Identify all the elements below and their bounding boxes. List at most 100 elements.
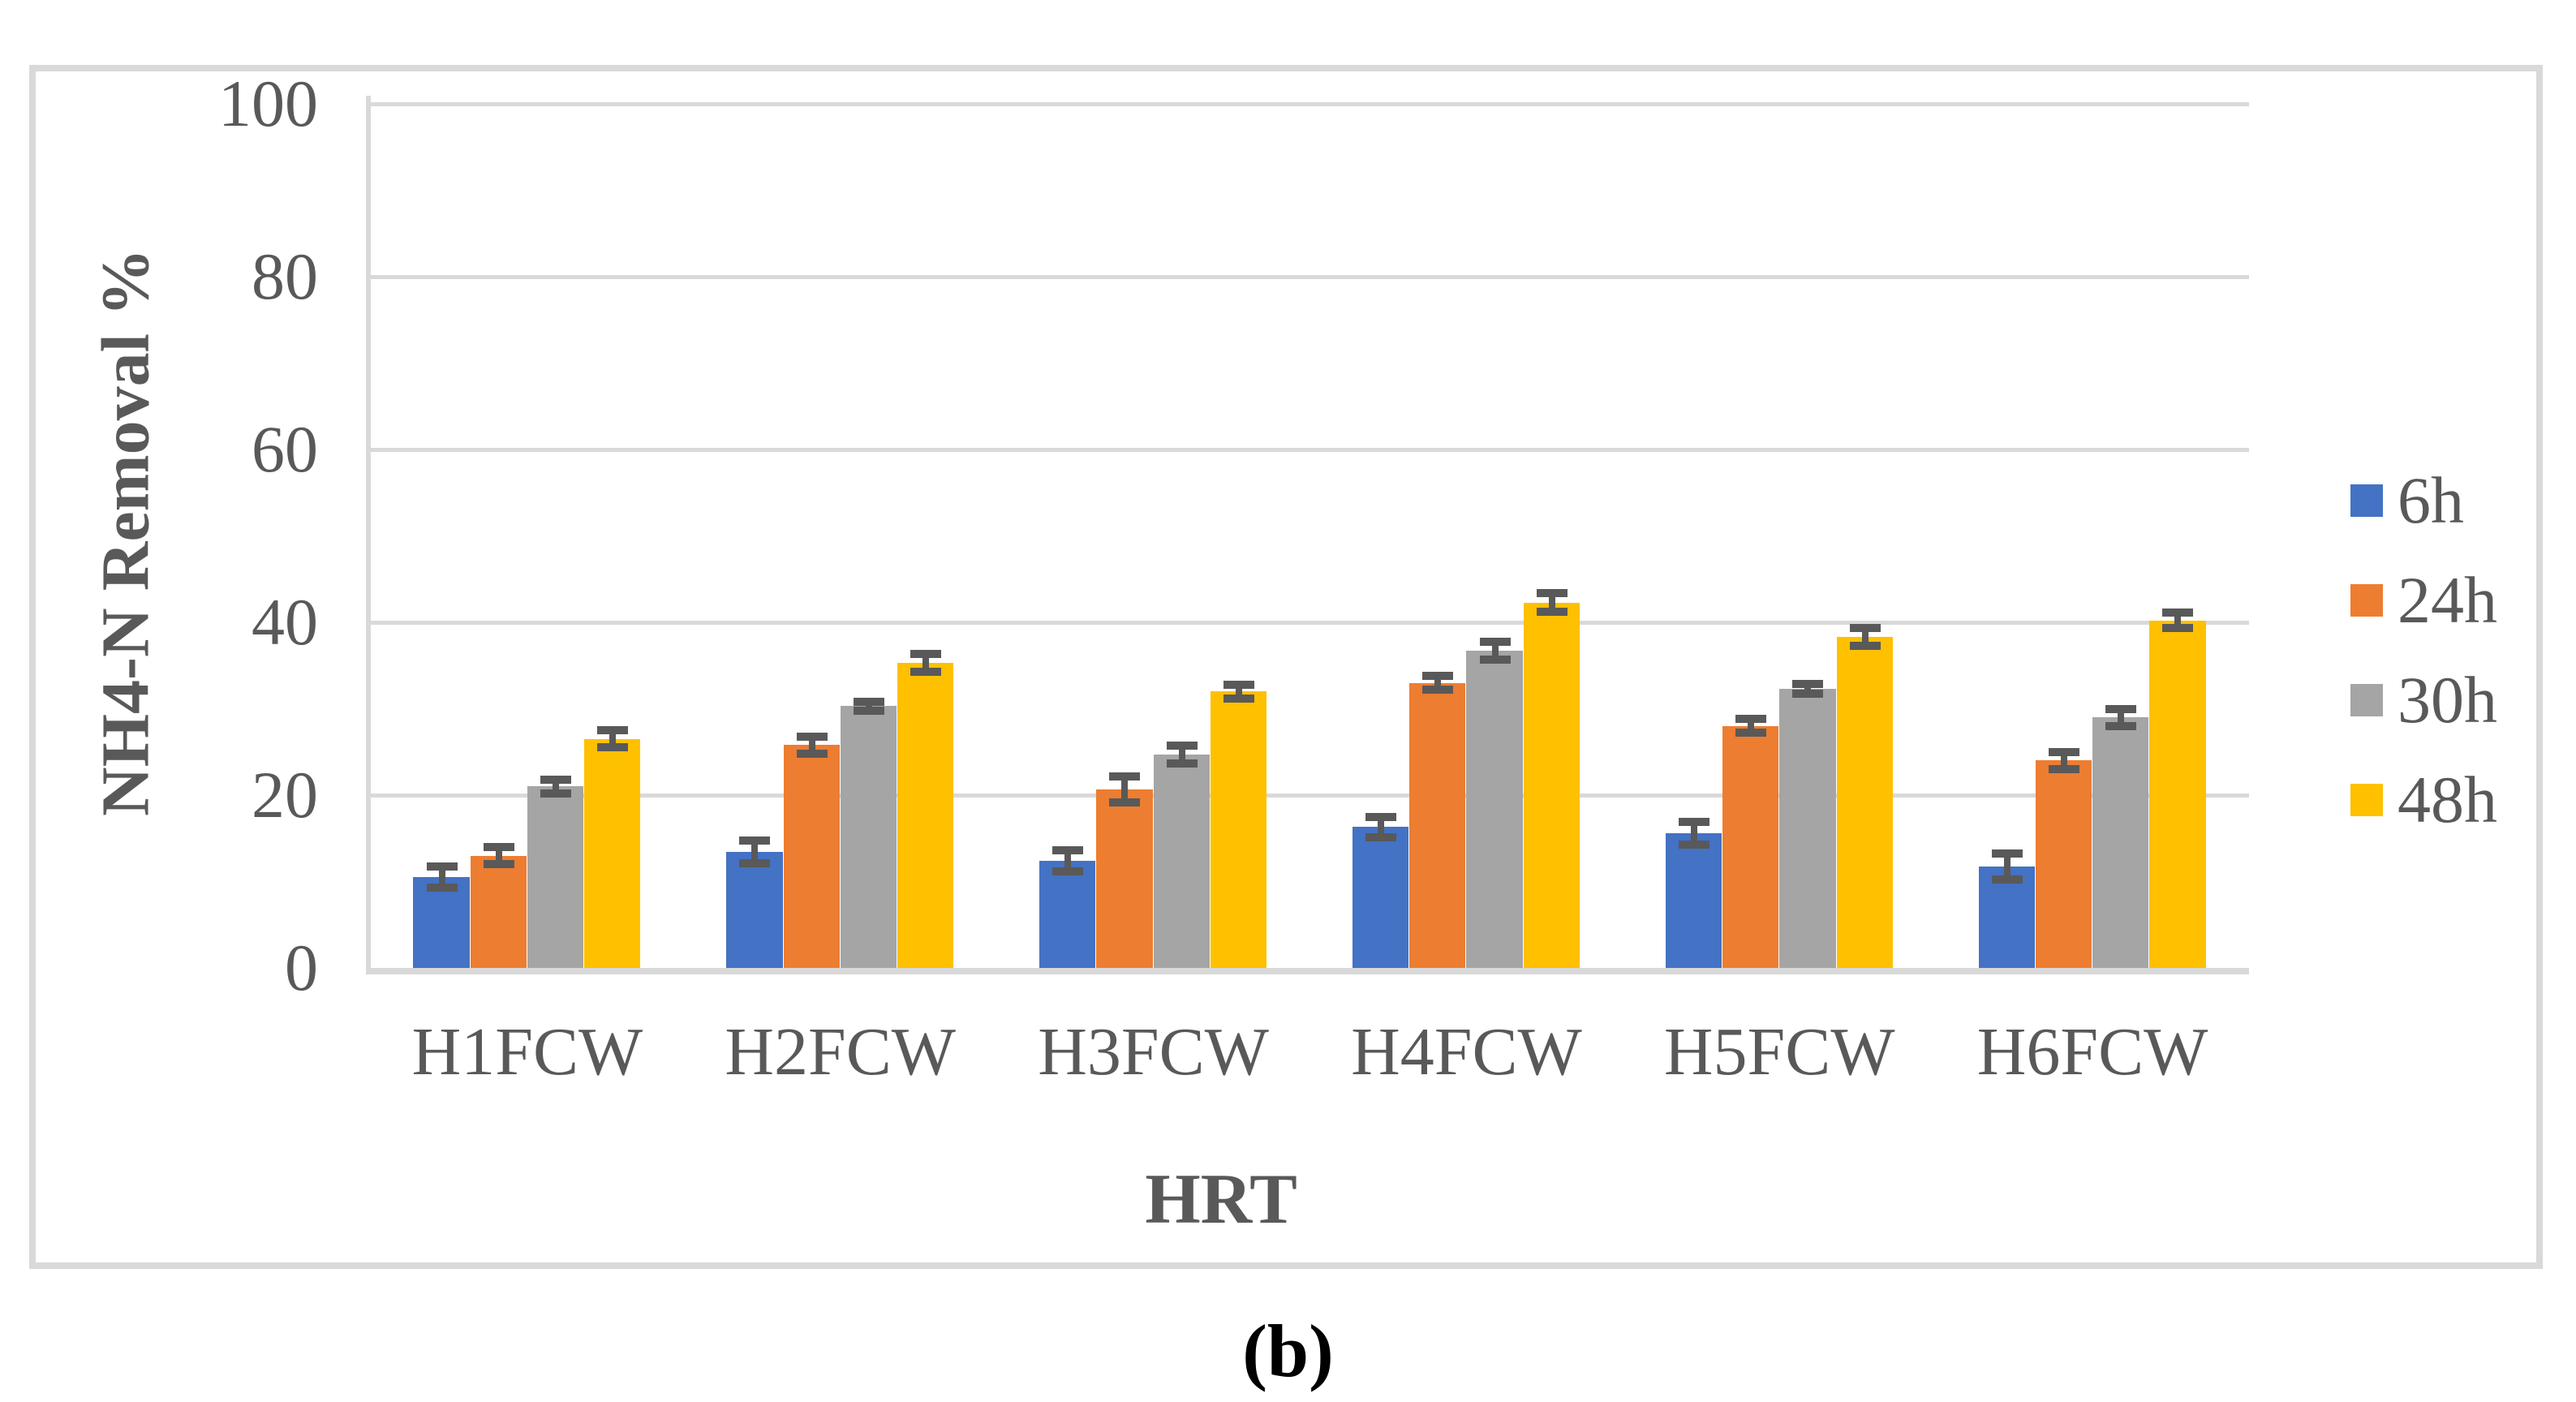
error-bar	[865, 701, 872, 711]
y-tick-label: 40	[252, 585, 318, 659]
bar	[1039, 860, 1096, 968]
error-bar-cap	[853, 706, 884, 715]
legend-item: 48h	[2350, 767, 2497, 833]
bar	[1722, 725, 1779, 968]
error-bar-cap	[2162, 624, 2194, 633]
gridline	[371, 793, 2249, 798]
error-bar-cap	[1365, 833, 1397, 842]
error-bar-cap	[2105, 721, 2137, 730]
gridline	[371, 275, 2249, 279]
error-bar-cap	[1479, 638, 1511, 647]
error-bar	[1748, 719, 1755, 733]
error-bar-cap	[2048, 747, 2079, 756]
bar	[413, 877, 470, 968]
error-bar-cap	[1422, 672, 1454, 681]
y-axis-line	[366, 96, 371, 971]
bar	[1466, 651, 1523, 968]
y-tick-label: 60	[252, 412, 318, 486]
y-tick-label: 20	[252, 758, 318, 832]
figure-caption: (b)	[1242, 1310, 1334, 1392]
error-bar-cap	[910, 650, 942, 659]
bar	[1523, 602, 1580, 968]
x-category-label: H2FCW	[725, 1014, 957, 1090]
error-bar	[1235, 684, 1242, 699]
error-bar	[1378, 816, 1385, 838]
error-bar	[609, 730, 617, 748]
bar	[1409, 682, 1466, 968]
error-bar-cap	[2105, 704, 2137, 713]
legend-swatch	[2350, 584, 2383, 617]
error-bar-cap	[1052, 867, 1084, 875]
error-bar	[1690, 822, 1697, 845]
bar	[2092, 717, 2149, 968]
error-bar	[922, 654, 930, 672]
error-bar-cap	[426, 883, 458, 892]
legend-label: 6h	[2398, 463, 2464, 537]
error-bar-cap	[597, 726, 629, 735]
error-bar	[495, 846, 502, 865]
error-bar	[2118, 708, 2125, 726]
x-category-label: H6FCW	[1976, 1014, 2208, 1090]
error-bar-cap	[1223, 680, 1254, 689]
y-tick-label: 80	[252, 239, 318, 313]
error-bar-cap	[1166, 759, 1198, 768]
error-bar-cap	[1536, 608, 1568, 617]
error-bar	[553, 779, 560, 793]
error-bar	[1434, 676, 1442, 690]
bar	[2149, 620, 2206, 968]
error-bar	[1178, 746, 1185, 763]
error-bar	[1121, 776, 1129, 802]
bar	[584, 738, 641, 968]
error-bar-cap	[1991, 849, 2023, 858]
legend-swatch	[2350, 784, 2383, 816]
error-bar-cap	[910, 667, 942, 676]
y-tick-label: 0	[285, 931, 318, 1004]
gridline	[371, 448, 2249, 452]
error-bar-cap	[1536, 588, 1568, 597]
error-bar	[808, 736, 815, 754]
error-bar	[2060, 751, 2067, 770]
error-bar-cap	[1991, 875, 2023, 884]
error-bar-cap	[796, 749, 828, 758]
error-bar	[2003, 854, 2010, 880]
bar	[783, 745, 840, 968]
error-bar-cap	[540, 789, 572, 798]
y-axis-title: NH4-N Removal %	[88, 248, 164, 816]
error-bar-cap	[1849, 624, 1881, 633]
error-bar	[1064, 850, 1072, 871]
x-category-label: H3FCW	[1038, 1014, 1269, 1090]
error-bar-cap	[1479, 655, 1511, 664]
bar	[2035, 760, 2092, 968]
error-bar-cap	[597, 743, 629, 752]
bar	[1096, 789, 1153, 968]
bar	[1153, 754, 1210, 968]
x-category-label: H5FCW	[1663, 1014, 1895, 1090]
bar	[1836, 637, 1893, 968]
bar	[840, 706, 897, 968]
error-bar-cap	[739, 859, 771, 868]
x-category-label: H1FCW	[411, 1014, 643, 1090]
error-bar-cap	[853, 697, 884, 706]
error-bar	[1491, 642, 1499, 660]
error-bar-cap	[1792, 679, 1824, 688]
bar	[1665, 832, 1722, 968]
legend-item: 24h	[2350, 567, 2497, 634]
bar	[726, 852, 783, 968]
error-bar-cap	[1792, 690, 1824, 699]
error-bar	[1861, 628, 1869, 646]
gridline	[371, 102, 2249, 106]
chart-frame	[29, 65, 2543, 1269]
legend-item: 6h	[2350, 467, 2464, 534]
error-bar-cap	[1422, 686, 1454, 695]
bar	[527, 786, 584, 968]
legend-label: 24h	[2398, 563, 2497, 637]
bar	[1210, 691, 1267, 968]
error-bar	[438, 867, 445, 888]
error-bar	[1804, 683, 1812, 695]
legend-swatch	[2350, 684, 2383, 716]
legend-label: 48h	[2398, 763, 2497, 836]
error-bar-cap	[540, 775, 572, 784]
x-category-label: H4FCW	[1351, 1014, 1582, 1090]
error-bar-cap	[483, 860, 514, 869]
